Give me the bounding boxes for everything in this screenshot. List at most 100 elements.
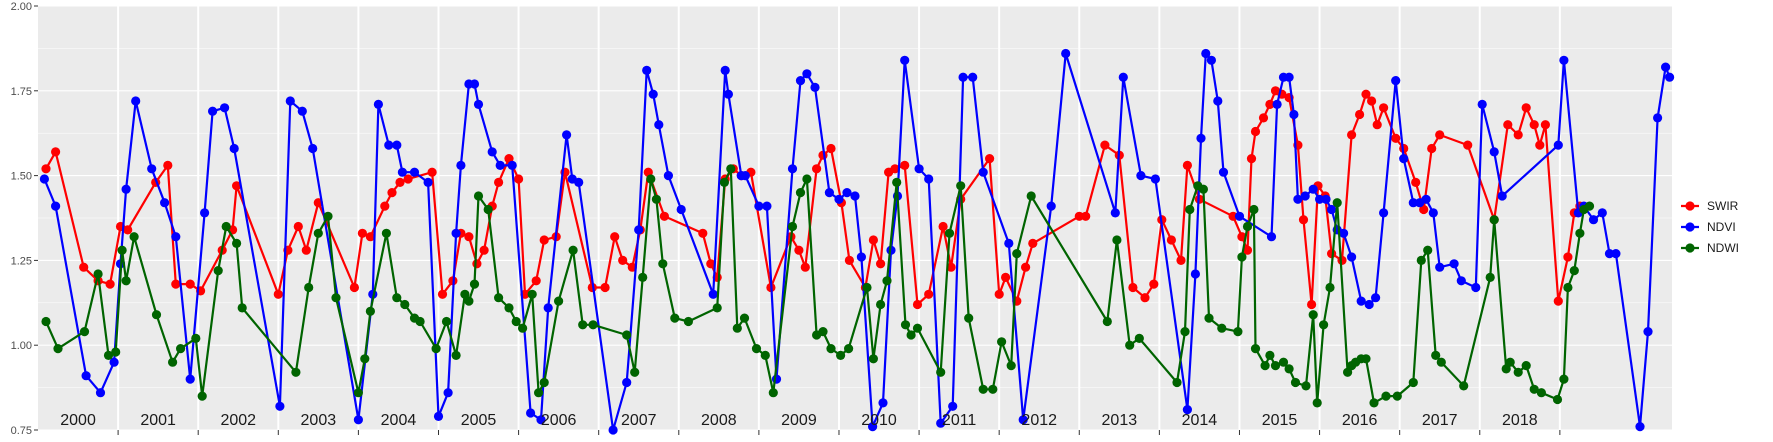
data-point-ndvi xyxy=(1604,249,1615,259)
series-layer xyxy=(39,48,1675,435)
data-point-ndvi xyxy=(1018,415,1028,425)
data-point-ndvi xyxy=(495,160,505,170)
data-point-ndvi xyxy=(1150,174,1160,184)
data-point-ndwi xyxy=(1325,282,1335,293)
data-point-ndwi xyxy=(431,344,441,354)
data-point-ndwi xyxy=(1242,221,1253,232)
data-point-swir xyxy=(1361,89,1371,99)
data-point-swir xyxy=(1540,120,1550,130)
data-point-ndvi xyxy=(900,55,910,65)
data-point-ndwi xyxy=(365,306,375,316)
year-label: 2017 xyxy=(1422,412,1458,429)
data-point-ndwi xyxy=(670,313,680,323)
data-point-ndvi xyxy=(409,167,420,177)
data-point-ndwi xyxy=(213,266,223,276)
data-point-swir xyxy=(1298,215,1309,225)
data-point-ndwi xyxy=(494,293,504,303)
data-point-ndwi xyxy=(518,323,528,333)
data-point-ndvi xyxy=(1327,204,1337,215)
data-point-ndvi xyxy=(229,143,239,154)
data-point-ndwi xyxy=(1369,398,1379,408)
data-point-ndwi xyxy=(588,320,598,330)
data-point-ndwi xyxy=(787,221,798,232)
data-point-ndvi xyxy=(200,208,210,218)
data-point-ndwi xyxy=(392,293,402,303)
y-tick-label: 1.00 xyxy=(11,340,32,352)
data-point-ndvi xyxy=(562,130,572,140)
data-point-ndvi xyxy=(663,171,674,181)
data-point-ndvi xyxy=(51,201,61,211)
data-point-ndwi xyxy=(997,337,1007,347)
data-point-ndvi xyxy=(968,72,978,82)
data-point-ndwi xyxy=(1250,344,1261,354)
data-point-swir xyxy=(301,245,311,255)
year-label: 2012 xyxy=(1021,412,1057,429)
data-point-ndvi xyxy=(622,377,632,388)
year-label: 2010 xyxy=(861,412,897,429)
data-point-swir xyxy=(924,289,934,299)
data-point-ndwi xyxy=(483,204,493,215)
data-point-ndwi xyxy=(534,388,544,398)
data-point-ndwi xyxy=(313,228,323,238)
data-point-ndwi xyxy=(511,316,521,327)
data-point-ndvi xyxy=(39,174,50,184)
data-point-swir xyxy=(1513,130,1523,140)
data-point-swir xyxy=(1228,211,1238,221)
data-point-ndvi xyxy=(353,415,363,425)
data-point-ndwi xyxy=(79,327,90,337)
data-point-ndvi xyxy=(936,418,946,428)
data-point-ndwi xyxy=(1416,255,1426,265)
data-point-ndwi xyxy=(900,320,911,330)
data-point-ndwi xyxy=(304,282,314,293)
data-point-ndvi xyxy=(1289,109,1299,120)
data-point-ndwi xyxy=(683,316,694,327)
data-point-swir xyxy=(868,235,879,245)
data-point-ndwi xyxy=(751,344,762,354)
data-point-ndwi xyxy=(1172,377,1182,388)
data-point-ndwi xyxy=(1569,266,1579,276)
data-point-ndwi xyxy=(1308,310,1318,320)
data-point-swir xyxy=(1372,120,1382,130)
data-point-ndwi xyxy=(400,299,410,310)
data-point-swir xyxy=(1529,120,1539,130)
data-point-ndwi xyxy=(1559,374,1569,384)
data-point-ndvi xyxy=(1110,208,1120,218)
data-point-swir xyxy=(1553,296,1563,306)
data-point-ndwi xyxy=(568,245,578,255)
data-point-ndvi xyxy=(451,228,461,238)
data-point-ndwi xyxy=(912,323,923,333)
data-point-ndwi xyxy=(1505,357,1515,367)
data-point-ndwi xyxy=(1102,316,1112,327)
year-label: 2015 xyxy=(1262,412,1298,429)
data-point-ndwi xyxy=(1529,384,1539,394)
y-axis: 0.75 1.00 1.25 1.50 1.75 2.00 xyxy=(11,1,38,437)
data-point-ndwi xyxy=(578,320,588,330)
y-tick-label: 2.00 xyxy=(11,1,32,13)
data-point-ndvi xyxy=(1061,48,1071,59)
data-point-ndvi xyxy=(1308,184,1318,194)
data-point-ndwi xyxy=(469,279,480,289)
data-point-ndvi xyxy=(1635,422,1645,432)
data-point-ndvi xyxy=(676,204,686,215)
data-point-ndwi xyxy=(802,174,812,184)
data-point-ndvi xyxy=(121,184,131,194)
data-point-ndwi xyxy=(1284,364,1294,374)
data-point-ndwi xyxy=(1301,381,1311,391)
data-point-swir xyxy=(437,289,448,299)
data-point-ndvi xyxy=(824,188,835,198)
data-point-ndwi xyxy=(1026,191,1036,201)
data-point-ndwi xyxy=(1006,361,1016,371)
data-point-ndvi xyxy=(740,171,750,181)
year-label: 2014 xyxy=(1182,412,1218,429)
data-point-ndvi xyxy=(469,79,480,89)
year-label: 2013 xyxy=(1102,412,1138,429)
data-point-ndvi xyxy=(160,198,170,208)
data-point-ndwi xyxy=(1459,381,1469,391)
data-point-ndvi xyxy=(762,201,772,211)
data-point-ndwi xyxy=(460,289,470,299)
data-point-ndvi xyxy=(536,415,546,425)
data-point-ndvi xyxy=(81,371,91,381)
data-point-ndwi xyxy=(658,259,668,269)
data-point-swir xyxy=(890,164,900,174)
y-tick-label: 1.75 xyxy=(11,86,32,98)
